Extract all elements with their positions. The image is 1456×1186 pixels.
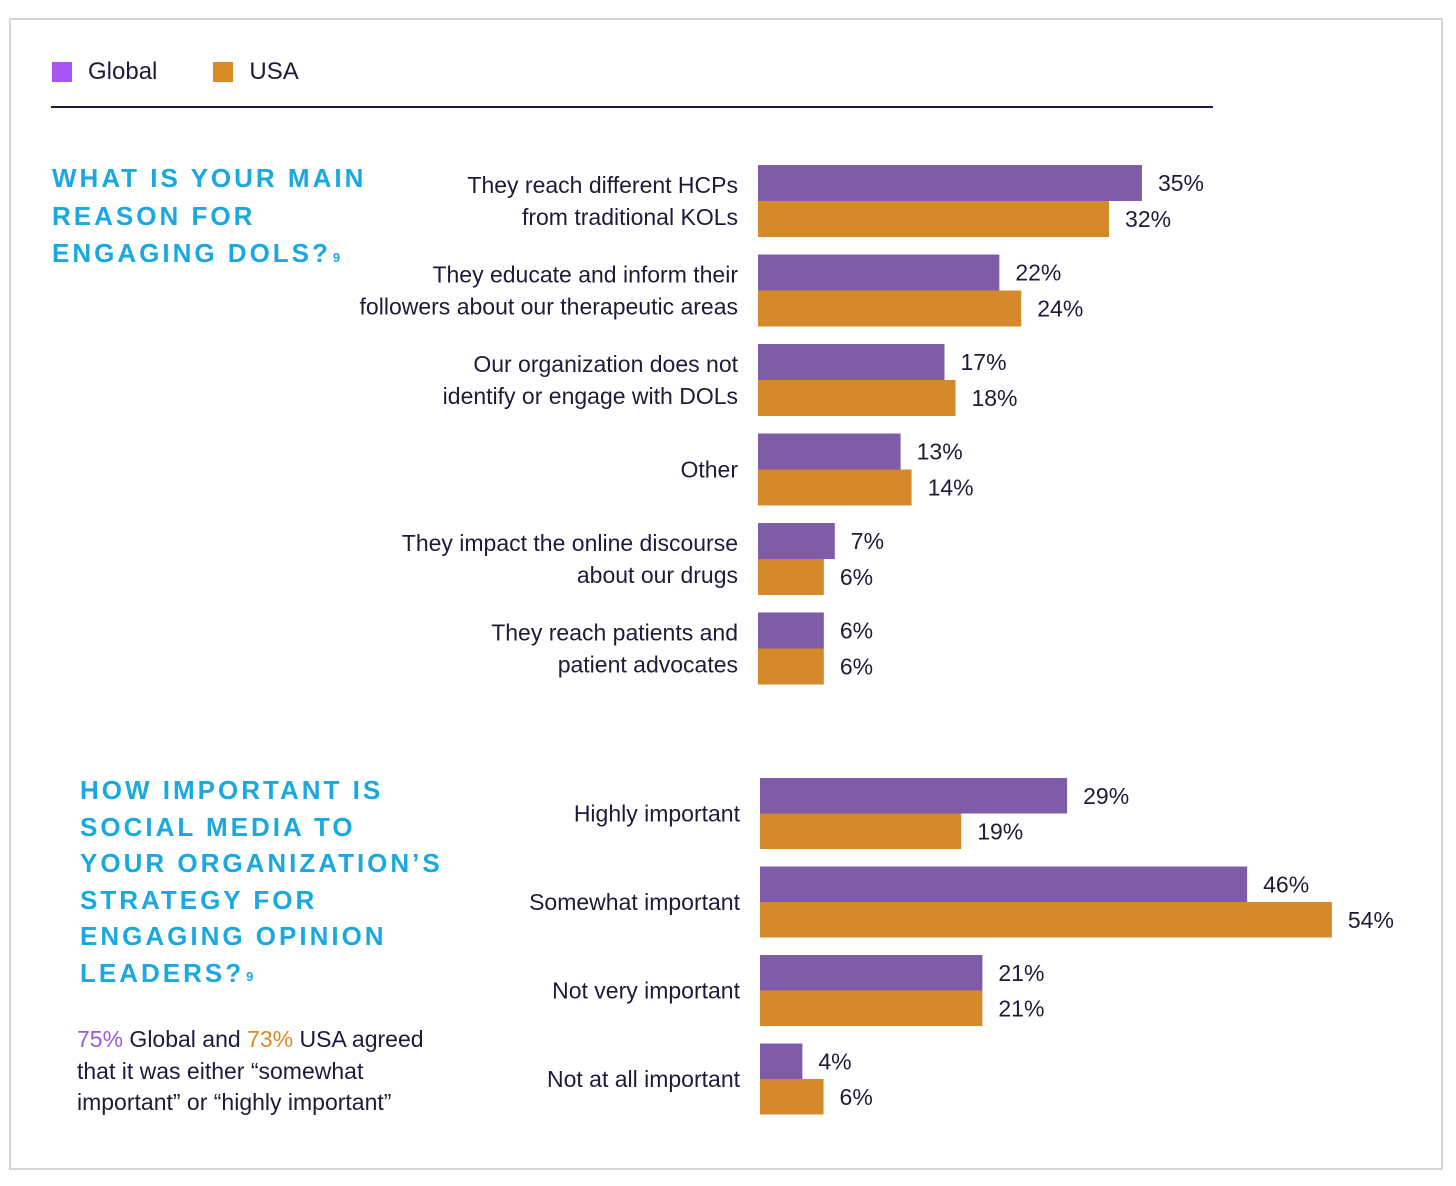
value-label-global: 7% bbox=[851, 528, 884, 554]
value-label-usa: 24% bbox=[1037, 296, 1083, 322]
value-label-usa: 6% bbox=[840, 654, 873, 680]
bar-usa bbox=[760, 1079, 824, 1115]
value-label-usa: 21% bbox=[998, 995, 1044, 1021]
legend: Global USA bbox=[52, 58, 355, 86]
bar-usa bbox=[758, 469, 912, 506]
bar-global bbox=[760, 866, 1248, 902]
bar-global bbox=[758, 523, 835, 559]
legend-label-usa: USA bbox=[249, 58, 299, 85]
value-label-usa: 14% bbox=[928, 475, 974, 501]
figure-frame bbox=[9, 18, 1443, 1170]
category-label: Not at all important bbox=[547, 1066, 741, 1092]
legend-item-global: Global bbox=[52, 58, 157, 86]
bar-global bbox=[758, 612, 824, 649]
bar-usa bbox=[760, 813, 962, 849]
bar-usa bbox=[758, 290, 1022, 327]
value-label-usa: 19% bbox=[977, 818, 1023, 844]
question-2-heading: HOW IMPORTANT IS SOCIAL MEDIA TO YOUR OR… bbox=[80, 772, 450, 992]
note-text-1: Global and bbox=[123, 1026, 248, 1052]
category-label: They impact the online discourse about ou… bbox=[402, 530, 738, 588]
legend-swatch-global bbox=[52, 62, 72, 82]
value-label-usa: 6% bbox=[840, 1084, 873, 1110]
value-label-global: 13% bbox=[917, 439, 963, 465]
value-label-global: 17% bbox=[960, 349, 1006, 375]
bar-usa bbox=[760, 990, 983, 1026]
note-usa-percent: 73% bbox=[247, 1026, 294, 1052]
category-label: Somewhat important bbox=[529, 889, 741, 915]
value-label-global: 29% bbox=[1083, 783, 1129, 809]
bar-usa bbox=[758, 380, 956, 416]
question-1-text: WHAT IS YOUR MAIN REASON FOR ENGAGING DO… bbox=[52, 163, 367, 268]
legend-item-usa: USA bbox=[213, 58, 299, 86]
category-label: They reach patients and patient advocates bbox=[491, 620, 738, 678]
summary-note: 75% Global and 73% USA agreed that it wa… bbox=[77, 1024, 457, 1119]
question-1-footnote: 9 bbox=[332, 250, 341, 265]
value-label-global: 46% bbox=[1263, 871, 1309, 897]
bar-global bbox=[758, 165, 1142, 201]
legend-label-global: Global bbox=[88, 58, 158, 85]
category-label: They reach different HCPs from traditiona… bbox=[467, 172, 738, 230]
value-label-usa: 32% bbox=[1125, 206, 1171, 232]
bar-usa bbox=[758, 559, 824, 595]
chart-dol-reasons: They reach different HCPs from traditiona… bbox=[360, 165, 1204, 685]
value-label-global: 6% bbox=[840, 618, 873, 644]
value-label-usa: 6% bbox=[840, 564, 873, 590]
bar-global bbox=[758, 254, 1000, 291]
value-label-global: 21% bbox=[998, 960, 1044, 986]
bar-usa bbox=[758, 648, 824, 685]
value-label-usa: 54% bbox=[1348, 907, 1394, 933]
value-label-global: 35% bbox=[1158, 170, 1204, 196]
bar-global bbox=[760, 955, 983, 991]
value-label-global: 22% bbox=[1015, 260, 1061, 286]
question-1-heading: WHAT IS YOUR MAIN REASON FOR ENGAGING DO… bbox=[52, 160, 372, 273]
legend-divider bbox=[51, 106, 1213, 108]
category-label: Highly important bbox=[574, 801, 741, 827]
bar-global bbox=[760, 1043, 803, 1079]
category-label: They educate and inform their followers a… bbox=[360, 262, 739, 320]
bar-usa bbox=[760, 902, 1332, 938]
bar-global bbox=[758, 433, 901, 470]
note-text-2: USA agreed that it was either “somewhat … bbox=[77, 1026, 424, 1115]
category-label: Not very important bbox=[552, 978, 741, 1004]
note-global-percent: 75% bbox=[77, 1026, 124, 1052]
category-label: Other bbox=[680, 457, 738, 483]
value-label-global: 4% bbox=[818, 1048, 851, 1074]
legend-swatch-usa bbox=[213, 62, 234, 82]
question-2-text: HOW IMPORTANT IS SOCIAL MEDIA TO YOUR OR… bbox=[80, 775, 443, 988]
bar-global bbox=[758, 344, 945, 380]
bar-global bbox=[760, 778, 1068, 814]
value-label-usa: 18% bbox=[971, 385, 1017, 411]
question-2-footnote: 9 bbox=[246, 968, 254, 984]
bar-usa bbox=[758, 201, 1110, 237]
category-label: Our organization does not identify or eng… bbox=[443, 351, 739, 409]
